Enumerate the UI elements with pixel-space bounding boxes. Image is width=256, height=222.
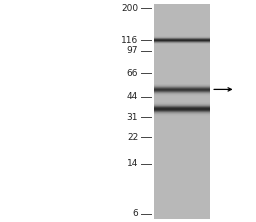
Bar xyxy=(154,92,210,93)
Bar xyxy=(154,95,210,96)
Bar xyxy=(154,88,210,89)
Bar xyxy=(154,113,210,114)
Text: 200: 200 xyxy=(121,4,138,13)
Bar xyxy=(154,87,210,88)
Bar xyxy=(154,111,210,112)
Bar xyxy=(154,88,210,89)
Text: 6: 6 xyxy=(133,209,138,218)
Bar xyxy=(154,85,210,86)
Bar xyxy=(154,41,210,42)
Text: 31: 31 xyxy=(127,113,138,122)
Bar xyxy=(154,93,210,94)
Bar xyxy=(154,42,210,43)
Bar xyxy=(154,37,210,38)
Bar xyxy=(154,39,210,40)
Bar xyxy=(154,93,210,94)
Bar xyxy=(154,107,210,108)
Text: 14: 14 xyxy=(127,159,138,168)
Bar xyxy=(154,91,210,92)
Bar xyxy=(154,37,210,38)
Bar xyxy=(154,90,210,91)
Bar xyxy=(154,106,210,107)
Bar xyxy=(154,41,210,42)
Bar xyxy=(154,108,210,109)
Bar xyxy=(154,90,210,91)
Bar xyxy=(154,42,210,43)
Bar xyxy=(154,103,210,104)
Bar xyxy=(154,38,210,39)
Bar xyxy=(154,85,210,86)
Bar xyxy=(154,84,210,85)
Bar xyxy=(154,109,210,110)
Text: 66: 66 xyxy=(127,69,138,78)
Bar xyxy=(154,86,210,87)
Bar xyxy=(154,112,210,113)
Bar xyxy=(154,38,210,39)
Bar xyxy=(154,94,210,95)
Bar xyxy=(154,110,210,111)
Bar xyxy=(154,40,210,41)
Bar xyxy=(154,110,210,111)
Text: 116: 116 xyxy=(121,36,138,45)
Bar xyxy=(154,4,210,219)
Bar xyxy=(154,104,210,105)
Text: 22: 22 xyxy=(127,133,138,142)
Bar xyxy=(154,43,210,44)
Bar xyxy=(154,102,210,103)
Text: 44: 44 xyxy=(127,92,138,101)
Bar xyxy=(154,111,210,112)
Bar xyxy=(154,36,210,37)
Bar xyxy=(154,91,210,92)
Bar xyxy=(154,109,210,110)
Bar xyxy=(154,113,210,114)
Bar xyxy=(154,86,210,87)
Text: 97: 97 xyxy=(127,46,138,55)
Bar xyxy=(154,36,210,37)
Bar xyxy=(154,114,210,115)
Bar xyxy=(154,105,210,106)
Bar xyxy=(154,43,210,44)
Bar xyxy=(154,89,210,90)
Bar xyxy=(154,114,210,115)
Bar xyxy=(154,112,210,113)
Bar xyxy=(154,103,210,104)
Bar xyxy=(154,39,210,40)
